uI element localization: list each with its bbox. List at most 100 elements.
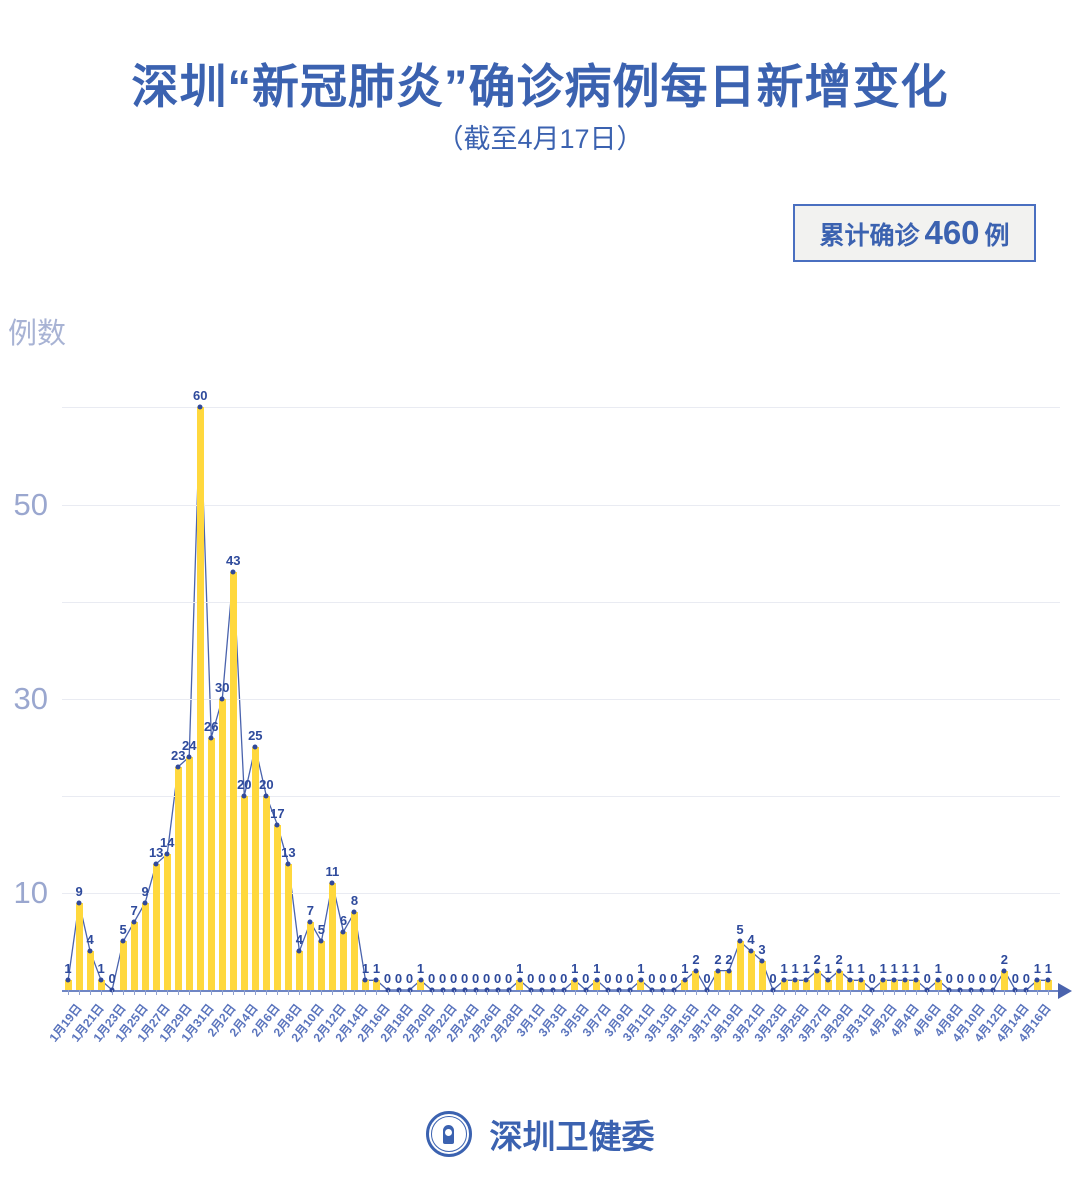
data-point xyxy=(87,948,93,954)
bar xyxy=(1033,980,1041,990)
data-value-label: 1 xyxy=(571,961,579,977)
data-value-label: 0 xyxy=(538,971,546,986)
x-axis-tick xyxy=(684,990,686,995)
badge-prefix-label: 累计确诊 xyxy=(819,222,920,250)
data-value-label: 5 xyxy=(317,922,326,938)
data-value-label: 4 xyxy=(295,932,303,948)
x-axis-tick xyxy=(156,990,158,995)
x-axis-tick xyxy=(453,990,455,995)
data-point xyxy=(902,977,908,983)
data-value-label: 0 xyxy=(868,971,876,986)
x-axis-tick xyxy=(189,990,191,995)
data-value-label: 1 xyxy=(593,961,601,977)
x-axis-tick xyxy=(90,990,92,995)
bar xyxy=(747,951,755,990)
data-value-label: 0 xyxy=(648,971,656,986)
data-point xyxy=(362,977,368,983)
data-point xyxy=(748,948,754,954)
data-value-label: 0 xyxy=(108,971,116,986)
bar xyxy=(901,980,909,990)
bar xyxy=(141,902,149,990)
x-axis-tick xyxy=(596,990,598,995)
bar xyxy=(218,698,226,990)
bar xyxy=(857,980,865,990)
x-axis-tick xyxy=(695,990,697,995)
data-value-label: 0 xyxy=(769,971,777,986)
bar xyxy=(846,980,854,990)
x-axis-tick xyxy=(541,990,543,995)
y-axis-tick-label: 30 xyxy=(13,680,48,716)
data-point xyxy=(880,977,886,983)
x-axis-tick xyxy=(222,990,224,995)
bar xyxy=(130,922,138,990)
data-value-label: 1 xyxy=(934,961,942,977)
bar xyxy=(372,980,380,990)
bar xyxy=(516,980,524,990)
x-axis-tick xyxy=(916,990,918,995)
data-point xyxy=(65,977,71,983)
x-axis-tick xyxy=(530,990,532,995)
data-point xyxy=(219,696,225,702)
data-point xyxy=(825,977,831,983)
x-axis-tick xyxy=(651,990,653,995)
bar xyxy=(328,883,336,990)
x-axis-tick xyxy=(773,990,775,995)
data-value-label: 3 xyxy=(758,941,766,957)
x-axis-tick xyxy=(1048,990,1050,995)
data-point xyxy=(1034,977,1040,983)
x-axis-tick xyxy=(927,990,929,995)
x-axis-tick xyxy=(277,990,279,995)
x-axis-tick xyxy=(266,990,268,995)
bar xyxy=(780,980,788,990)
x-axis-tick xyxy=(497,990,499,995)
badge-content: 累计确诊 460 例 xyxy=(819,214,1009,252)
data-point xyxy=(98,977,104,983)
x-axis-tick xyxy=(321,990,323,995)
x-axis-tick xyxy=(420,990,422,995)
data-value-label: 0 xyxy=(472,971,480,986)
data-value-label: 1 xyxy=(824,961,832,977)
badge-suffix-label: 例 xyxy=(984,222,1010,250)
x-axis-tick xyxy=(949,990,951,995)
data-value-label: 0 xyxy=(615,971,623,986)
x-axis-tick xyxy=(79,990,81,995)
data-point xyxy=(935,977,941,983)
x-axis-tick xyxy=(486,990,488,995)
data-value-label: 0 xyxy=(394,971,403,986)
data-point xyxy=(164,851,170,857)
data-value-label: 14 xyxy=(159,835,175,851)
bar xyxy=(251,747,259,990)
bar xyxy=(119,941,127,990)
data-point xyxy=(241,793,247,799)
page-subtitle: （截至4月17日） xyxy=(436,124,644,154)
data-point xyxy=(891,977,897,983)
x-axis-tick xyxy=(288,990,290,995)
data-point xyxy=(120,938,126,944)
data-value-label: 0 xyxy=(505,971,513,986)
data-value-label: 0 xyxy=(383,971,392,986)
data-value-label: 0 xyxy=(989,971,997,986)
bar xyxy=(317,941,325,990)
x-axis-tick xyxy=(464,990,466,995)
data-point xyxy=(186,754,192,760)
data-point xyxy=(252,744,258,750)
data-point xyxy=(847,977,853,983)
x-axis-tick xyxy=(894,990,896,995)
data-point xyxy=(759,958,765,964)
x-axis-tick xyxy=(332,990,334,995)
data-value-label: 0 xyxy=(494,971,502,986)
x-axis-tick xyxy=(706,990,708,995)
x-axis-tick xyxy=(574,990,576,995)
x-axis-tick xyxy=(354,990,356,995)
bar xyxy=(339,931,347,990)
x-axis-tick xyxy=(938,990,940,995)
data-value-label: 1 xyxy=(372,961,381,977)
data-point xyxy=(340,929,346,935)
data-value-label: 43 xyxy=(226,553,241,569)
x-axis-tick xyxy=(640,990,642,995)
bar xyxy=(758,960,766,990)
data-value-label: 24 xyxy=(181,737,197,753)
data-value-label: 1 xyxy=(791,961,799,977)
data-value-label: 1 xyxy=(97,961,105,977)
x-axis-tick xyxy=(123,990,125,995)
